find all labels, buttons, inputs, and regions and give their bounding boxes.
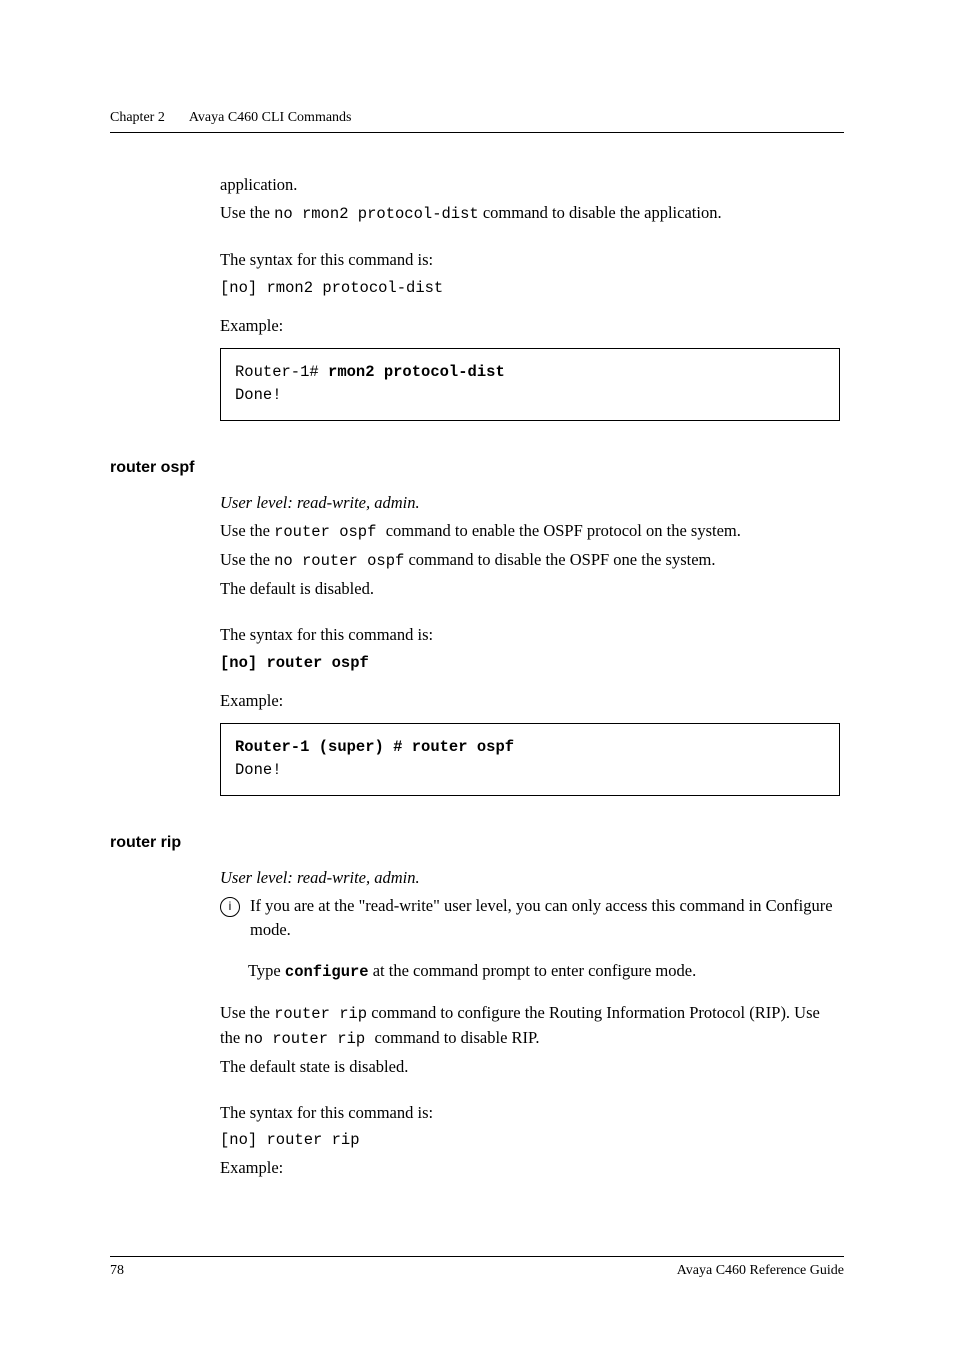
rip-info-sub-b: at the command prompt to enter configure… (369, 961, 697, 980)
ospf-syntax-cmd: [no] router ospf (220, 652, 840, 675)
footer-page-number: 78 (110, 1263, 124, 1279)
ospf-code-box: Router-1 (super) # router ospf Done! (220, 723, 840, 796)
info-icon: i (220, 897, 240, 917)
intro-code-l1a: Router-1# (235, 363, 328, 381)
ospf-l2b: command to disable the OSPF one the syst… (404, 550, 715, 569)
footer-doc-title: Avaya C460 Reference Guide (677, 1263, 844, 1279)
rip-l1a: Use the (220, 1003, 274, 1022)
intro-line2a: Use the (220, 203, 274, 222)
page-header: Chapter 2 Avaya C460 CLI Commands (110, 110, 844, 132)
intro-line2-cmd: no rmon2 protocol-dist (274, 205, 479, 223)
intro-example-label: Example: (220, 314, 840, 338)
rip-l1-cmd: router rip (274, 1005, 367, 1023)
rip-info-sub-a: Type (248, 961, 285, 980)
ospf-syntax-label: The syntax for this command is: (220, 623, 840, 647)
header-rule (110, 132, 844, 133)
intro-code-box: Router-1# rmon2 protocol-dist Done! (220, 348, 840, 421)
ospf-l1-cmd: router ospf (274, 523, 386, 541)
intro-code-l1b: rmon2 protocol-dist (328, 363, 505, 381)
rip-line1: Use the router rip command to configure … (220, 1001, 840, 1051)
rip-info-text: If you are at the "read-write" user leve… (250, 894, 840, 943)
rip-info-sub-cmd: configure (285, 963, 369, 981)
page-footer: 78 Avaya C460 Reference Guide (110, 1256, 844, 1279)
ospf-userlevel: User level: read-write, admin. (220, 491, 840, 515)
rip-l1-cmd2: no router rip (244, 1030, 374, 1048)
ospf-l1b: command to enable the OSPF protocol on t… (386, 521, 741, 540)
rip-syntax-cmd: [no] router rip (220, 1129, 840, 1152)
rip-info-row: i If you are at the "read-write" user le… (220, 894, 840, 943)
header-chapter: Chapter 2 (110, 110, 165, 126)
intro-line2: Use the no rmon2 protocol-dist command t… (220, 201, 840, 226)
intro-syntax-label: The syntax for this command is: (220, 248, 840, 272)
ospf-l2a: Use the (220, 550, 274, 569)
rip-line2: The default state is disabled. (220, 1055, 840, 1079)
intro-line2b: command to disable the application. (479, 203, 722, 222)
rip-syntax-label: The syntax for this command is: (220, 1101, 840, 1125)
header-title: Avaya C460 CLI Commands (189, 110, 352, 126)
rip-heading: router rip (110, 834, 844, 852)
ospf-line2: Use the no router ospf command to disabl… (220, 548, 840, 573)
intro-code-l2: Done! (235, 386, 282, 404)
ospf-line1: Use the router ospf command to enable th… (220, 519, 840, 544)
footer-rule (110, 1256, 844, 1257)
intro-line1: application. (220, 173, 840, 197)
ospf-example-label: Example: (220, 689, 840, 713)
ospf-line3: The default is disabled. (220, 577, 840, 601)
intro-syntax-cmd: [no] rmon2 protocol-dist (220, 277, 840, 300)
ospf-l2-cmd: no router ospf (274, 552, 404, 570)
rip-l1c: command to disable RIP. (375, 1028, 540, 1047)
rip-example-label: Example: (220, 1156, 840, 1180)
ospf-heading: router ospf (110, 459, 844, 477)
ospf-code-l1: Router-1 (super) # router ospf (235, 738, 514, 756)
rip-info-subline: Type configure at the command prompt to … (248, 959, 840, 984)
ospf-l1a: Use the (220, 521, 274, 540)
ospf-code-l2: Done! (235, 761, 282, 779)
rip-userlevel: User level: read-write, admin. (220, 866, 840, 890)
